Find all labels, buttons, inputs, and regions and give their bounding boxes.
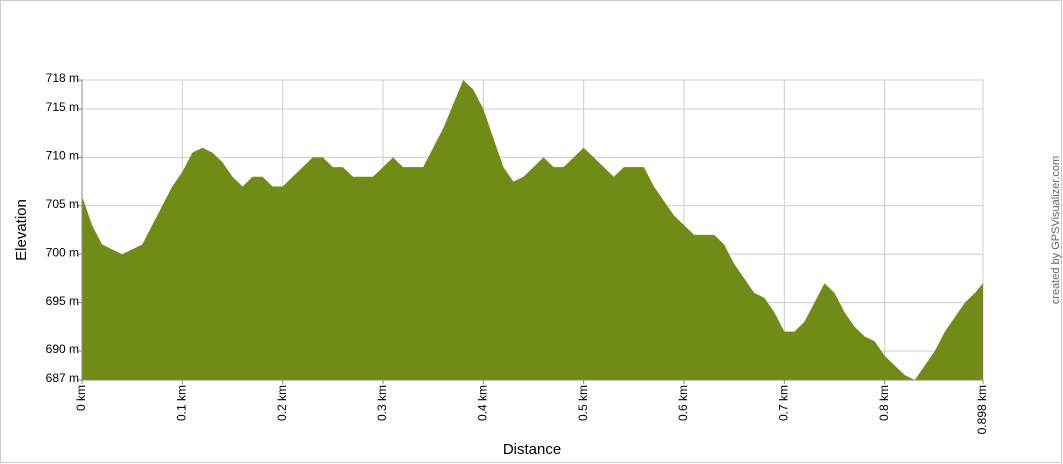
x-tick-label: 0.898 km	[975, 385, 989, 434]
x-tick-label: 0.8 km	[877, 385, 891, 421]
x-tick-label: 0.7 km	[777, 385, 791, 421]
x-axis-title: Distance	[503, 441, 561, 458]
ticks: 687 m 690 m 695 m 700 m 705 m 710 m 715 m 718 m…	[46, 71, 990, 434]
elevation-area	[82, 80, 983, 380]
y-tick-label: 705 m	[46, 197, 79, 211]
y-tick-label: 695 m	[46, 294, 79, 308]
y-tick-label: 687 m	[46, 371, 79, 385]
y-tick-label: 718 m	[46, 71, 79, 85]
x-tick-label: 0.2 km	[275, 385, 289, 421]
x-tick-label: 0.4 km	[476, 385, 490, 421]
x-tick-label: 0.1 km	[175, 385, 189, 421]
x-tick-label: 0.6 km	[676, 385, 690, 421]
credit: created by GPSVisualizer.com	[1050, 156, 1062, 304]
y-tick-label: 700 m	[46, 245, 79, 259]
x-tick-label: 0.5 km	[576, 385, 590, 421]
x-tick-label: 0.3 km	[375, 385, 389, 421]
y-tick-label: 710 m	[46, 149, 79, 163]
y-tick-label: 690 m	[46, 342, 79, 356]
x-tick-label: 0 km	[74, 385, 88, 411]
y-axis-title: Elevation	[13, 199, 30, 261]
y-tick-label: 715 m	[46, 100, 79, 114]
